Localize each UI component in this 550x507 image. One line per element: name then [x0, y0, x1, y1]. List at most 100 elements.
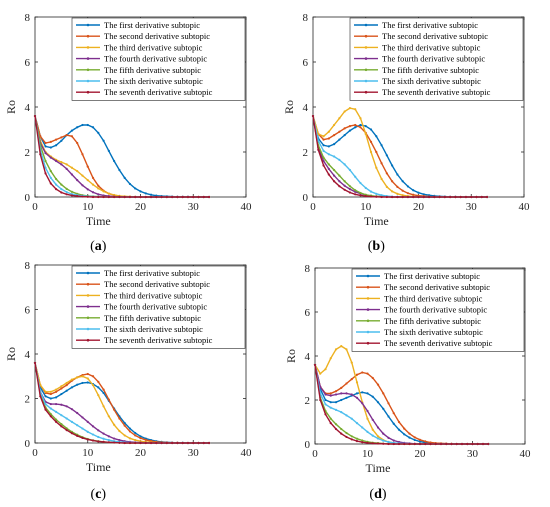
series-1-point	[55, 396, 58, 399]
legend-marker	[364, 34, 368, 38]
series-5-point	[345, 431, 348, 435]
panel-d: 0 10 20 30 40 0 2 4 6 8 Time Ro The first derivative…	[284, 263, 531, 502]
series-7-point	[417, 195, 420, 199]
series-7-point	[422, 195, 425, 199]
series-7-point	[128, 195, 132, 199]
series-4-point	[49, 156, 52, 159]
series-6-point	[350, 417, 353, 420]
series-6-point	[366, 430, 369, 433]
series-7-point	[128, 441, 132, 445]
series-1-point	[413, 438, 416, 442]
series-5-point	[322, 156, 325, 159]
series-3-point	[102, 405, 105, 408]
legend-label: The third derivative subtopic	[384, 293, 483, 303]
legend-marker	[86, 271, 90, 275]
series-1-point	[375, 135, 378, 138]
series-2-point	[65, 134, 68, 137]
series-7-point	[197, 441, 200, 445]
series-7-point	[181, 441, 184, 445]
x-tick-label: 20	[413, 201, 425, 213]
series-7-point	[144, 195, 147, 199]
series-6-point	[340, 411, 343, 414]
legend-label: The second derivative subtopic	[384, 282, 490, 292]
series-3-point	[86, 377, 89, 380]
x-axis-label: Time	[86, 214, 111, 228]
series-line-7	[34, 362, 210, 444]
series-7-point	[459, 195, 462, 199]
x-tick-label: 0	[312, 448, 318, 460]
series-6-point	[354, 175, 357, 178]
series-2-point	[375, 150, 378, 154]
series-2-point	[70, 135, 74, 138]
series-5-point	[49, 170, 52, 173]
series-4-point	[81, 184, 84, 187]
series-7-point	[471, 442, 474, 446]
series-2-point	[107, 398, 110, 401]
legend-label: The seventh derivative subtopic	[104, 335, 213, 345]
series-5-point	[334, 423, 338, 426]
series-3-point	[65, 163, 68, 166]
series-2-point	[385, 172, 388, 175]
series-3-point	[91, 183, 95, 186]
series-2-point	[134, 434, 137, 437]
series-7-point	[438, 195, 441, 199]
x-tick-label: 10	[82, 201, 94, 213]
series-5-point	[60, 183, 63, 186]
panel-caption: (d)	[369, 487, 386, 502]
series-1-point	[343, 134, 346, 137]
series-3-point	[81, 375, 84, 378]
panel-caption: (a)	[90, 239, 107, 254]
series-1-point	[354, 126, 357, 129]
series-3-point	[391, 190, 394, 193]
series-2-point	[123, 424, 126, 427]
series-1-point	[418, 440, 422, 443]
series-7-point	[65, 428, 68, 432]
legend-label: The first derivative subtopic	[104, 268, 200, 278]
x-axis-label: Time	[364, 214, 389, 228]
series-1-point	[338, 138, 341, 141]
series-1-point	[76, 126, 79, 129]
series-7-point	[475, 195, 478, 199]
series-7-point	[118, 195, 121, 199]
series-line-7	[314, 364, 489, 445]
series-7-point	[60, 425, 63, 428]
series-6-point	[107, 439, 110, 442]
series-2-point	[391, 180, 394, 183]
series-1-point	[49, 146, 52, 149]
series-4-point	[334, 393, 338, 396]
series-7-point	[160, 441, 163, 445]
series-3-point	[371, 428, 374, 431]
series-5-point	[359, 191, 362, 195]
legend-label: The fifth derivative subtopic	[384, 316, 481, 326]
series-3-point	[107, 415, 110, 418]
series-4-point	[327, 167, 330, 170]
panel-caption: (c)	[91, 487, 107, 502]
legend-label: The fourth derivative subtopic	[382, 54, 485, 64]
series-7-point	[70, 432, 74, 435]
series-6-point	[361, 426, 364, 429]
y-tick-label: 4	[303, 102, 309, 114]
legend-box	[349, 17, 524, 101]
series-6-point	[60, 188, 63, 191]
series-1-point	[139, 190, 142, 193]
legend-marker	[86, 34, 90, 38]
series-7-point	[97, 195, 100, 199]
series-2-point	[91, 176, 95, 179]
legend-label: The fourth derivative subtopic	[104, 302, 207, 312]
y-tick-label: 0	[303, 192, 309, 204]
series-2-point	[338, 130, 341, 133]
series-1-point	[60, 139, 63, 142]
series-1-point	[97, 386, 100, 389]
series-2-point	[86, 165, 89, 168]
series-7-point	[186, 195, 190, 199]
series-6-point	[49, 176, 52, 179]
series-7-point	[86, 195, 89, 198]
series-6-point	[70, 420, 74, 423]
legend-label: The third derivative subtopic	[104, 290, 203, 300]
series-3-point	[327, 130, 330, 133]
series-3-point	[97, 394, 100, 397]
series-2-point	[343, 127, 346, 130]
series-7-point	[144, 441, 147, 445]
series-1-point	[392, 422, 395, 425]
series-6-point	[355, 422, 359, 425]
